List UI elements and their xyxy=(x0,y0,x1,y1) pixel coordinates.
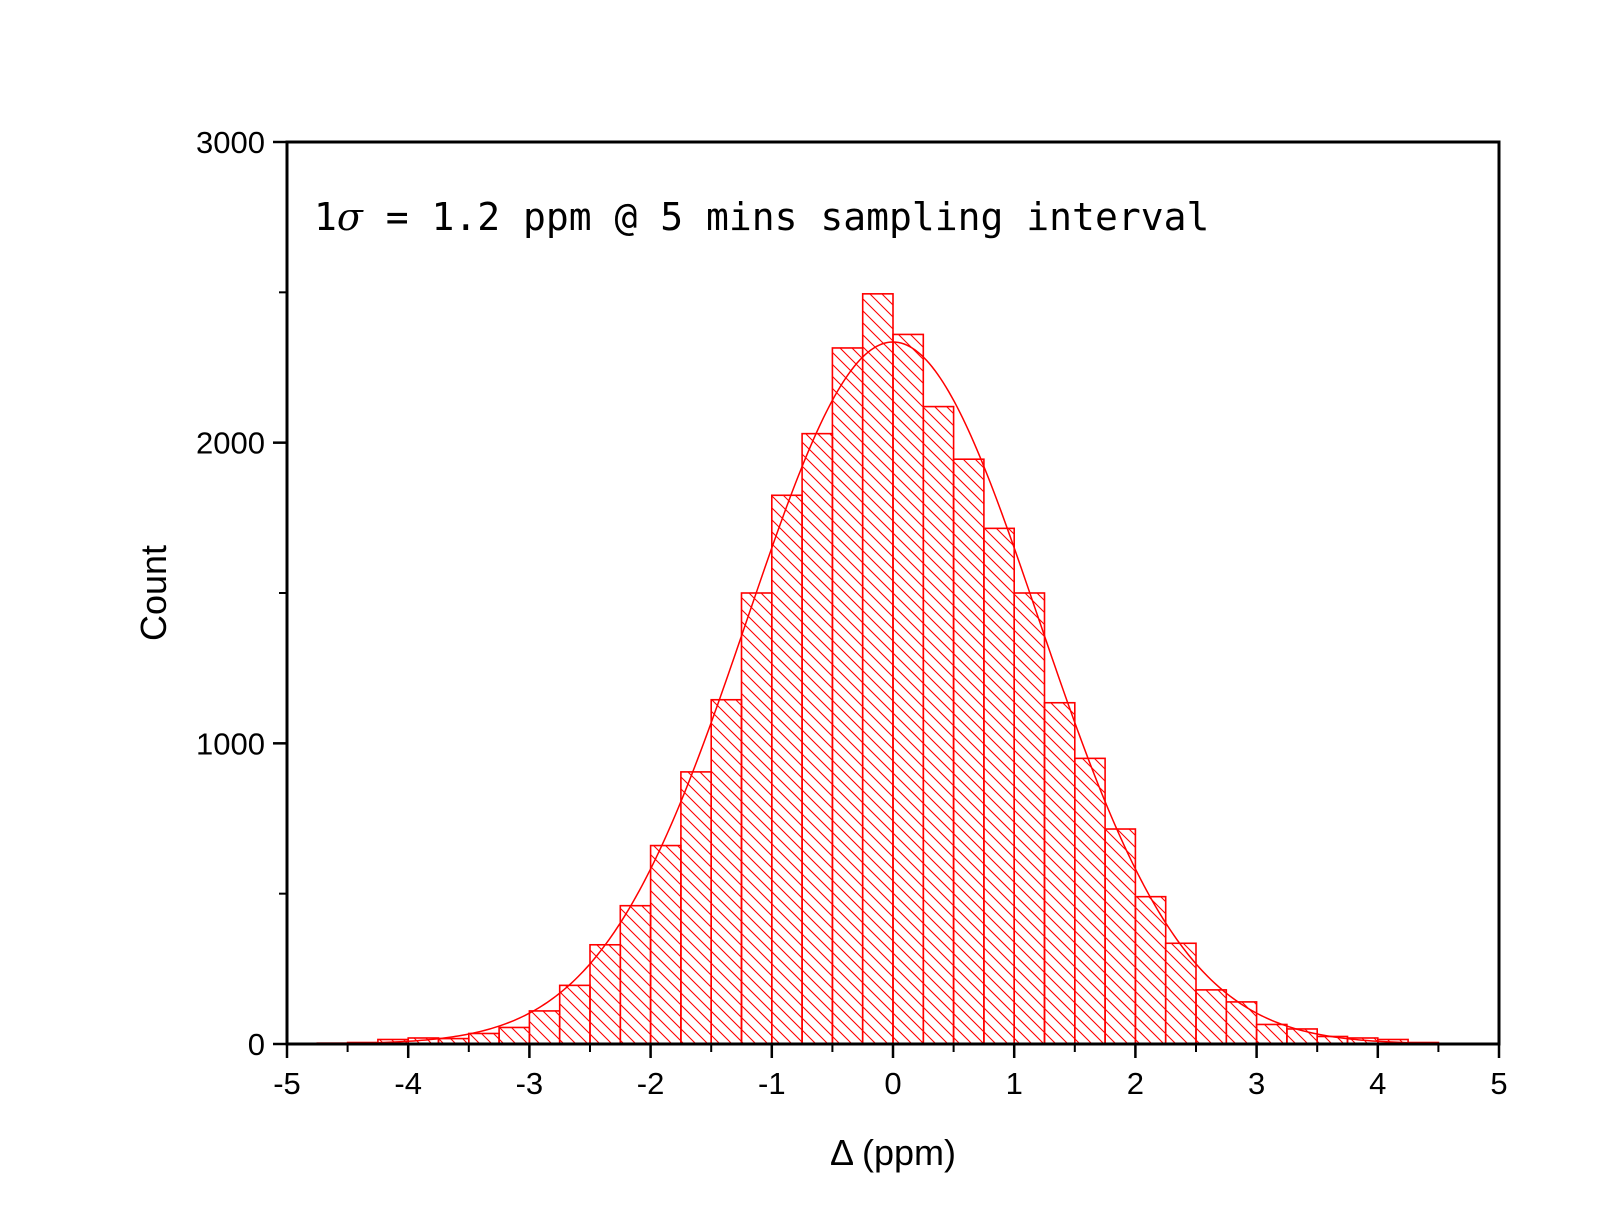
histogram-bar xyxy=(1043,701,1076,1045)
x-tick-label: -2 xyxy=(637,1066,665,1101)
y-tick-label: 3000 xyxy=(196,125,265,160)
x-tick-label: 0 xyxy=(884,1066,901,1101)
histogram-bar xyxy=(740,592,773,1045)
axis-ticks xyxy=(273,140,1501,1058)
histogram-bar xyxy=(649,844,682,1045)
x-tick-label: 3 xyxy=(1248,1066,1265,1101)
histogram-bar xyxy=(467,1032,500,1045)
histogram-bar xyxy=(983,527,1016,1045)
histogram-bar xyxy=(558,984,591,1045)
histogram-bar xyxy=(770,494,803,1045)
x-tick-label: -3 xyxy=(516,1066,544,1101)
histogram-bar xyxy=(619,904,652,1045)
histogram-bar xyxy=(1074,757,1106,1045)
x-axis-title: Δ (ppm) xyxy=(830,1132,956,1173)
histogram-bar xyxy=(680,771,713,1045)
histogram-bar xyxy=(1134,895,1167,1045)
histogram-bar xyxy=(861,293,894,1045)
x-tick-label: 4 xyxy=(1369,1066,1386,1101)
y-tick-label: 0 xyxy=(248,1027,265,1062)
histogram-bar xyxy=(1104,828,1137,1045)
histogram-bar xyxy=(1195,989,1228,1045)
histogram-bar xyxy=(1255,1023,1288,1045)
x-tick-label: -5 xyxy=(273,1066,301,1101)
histogram-bars xyxy=(316,293,1440,1045)
x-tick-label: 5 xyxy=(1490,1066,1507,1101)
histogram-bar xyxy=(1013,592,1046,1045)
x-tick-label: -4 xyxy=(394,1066,422,1101)
histogram-bar xyxy=(710,698,743,1045)
annotation-sigma: σ xyxy=(337,195,364,239)
histogram-bar xyxy=(952,458,985,1045)
histogram-bar xyxy=(528,1010,561,1045)
y-tick-label: 2000 xyxy=(196,426,265,461)
gaussian-fit-curve xyxy=(335,341,1451,1045)
y-axis-title: Count xyxy=(133,545,174,641)
x-tick-label: 2 xyxy=(1127,1066,1144,1101)
histogram-bar xyxy=(801,432,834,1045)
histogram-bar xyxy=(922,405,955,1045)
histogram-bar xyxy=(892,333,925,1045)
histogram-bar xyxy=(1225,1001,1258,1045)
y-tick-labels: 0 1000 2000 3000 xyxy=(196,125,265,1062)
y-tick-label: 1000 xyxy=(196,726,265,761)
x-tick-labels: -5 -4 -3 -2 -1 0 1 2 3 4 5 xyxy=(273,1066,1507,1101)
annotation-text: = 1.2 ppm @ 5 mins sampling interval xyxy=(363,195,1209,239)
histogram-bar xyxy=(831,347,864,1045)
histogram-bar xyxy=(498,1026,531,1045)
annotation-prefix: 1 xyxy=(314,195,337,239)
x-tick-label: -1 xyxy=(758,1066,786,1101)
sigma-annotation: 1σ = 1.2 ppm @ 5 mins sampling interval xyxy=(314,195,1209,239)
x-tick-label: 1 xyxy=(1006,1066,1023,1101)
